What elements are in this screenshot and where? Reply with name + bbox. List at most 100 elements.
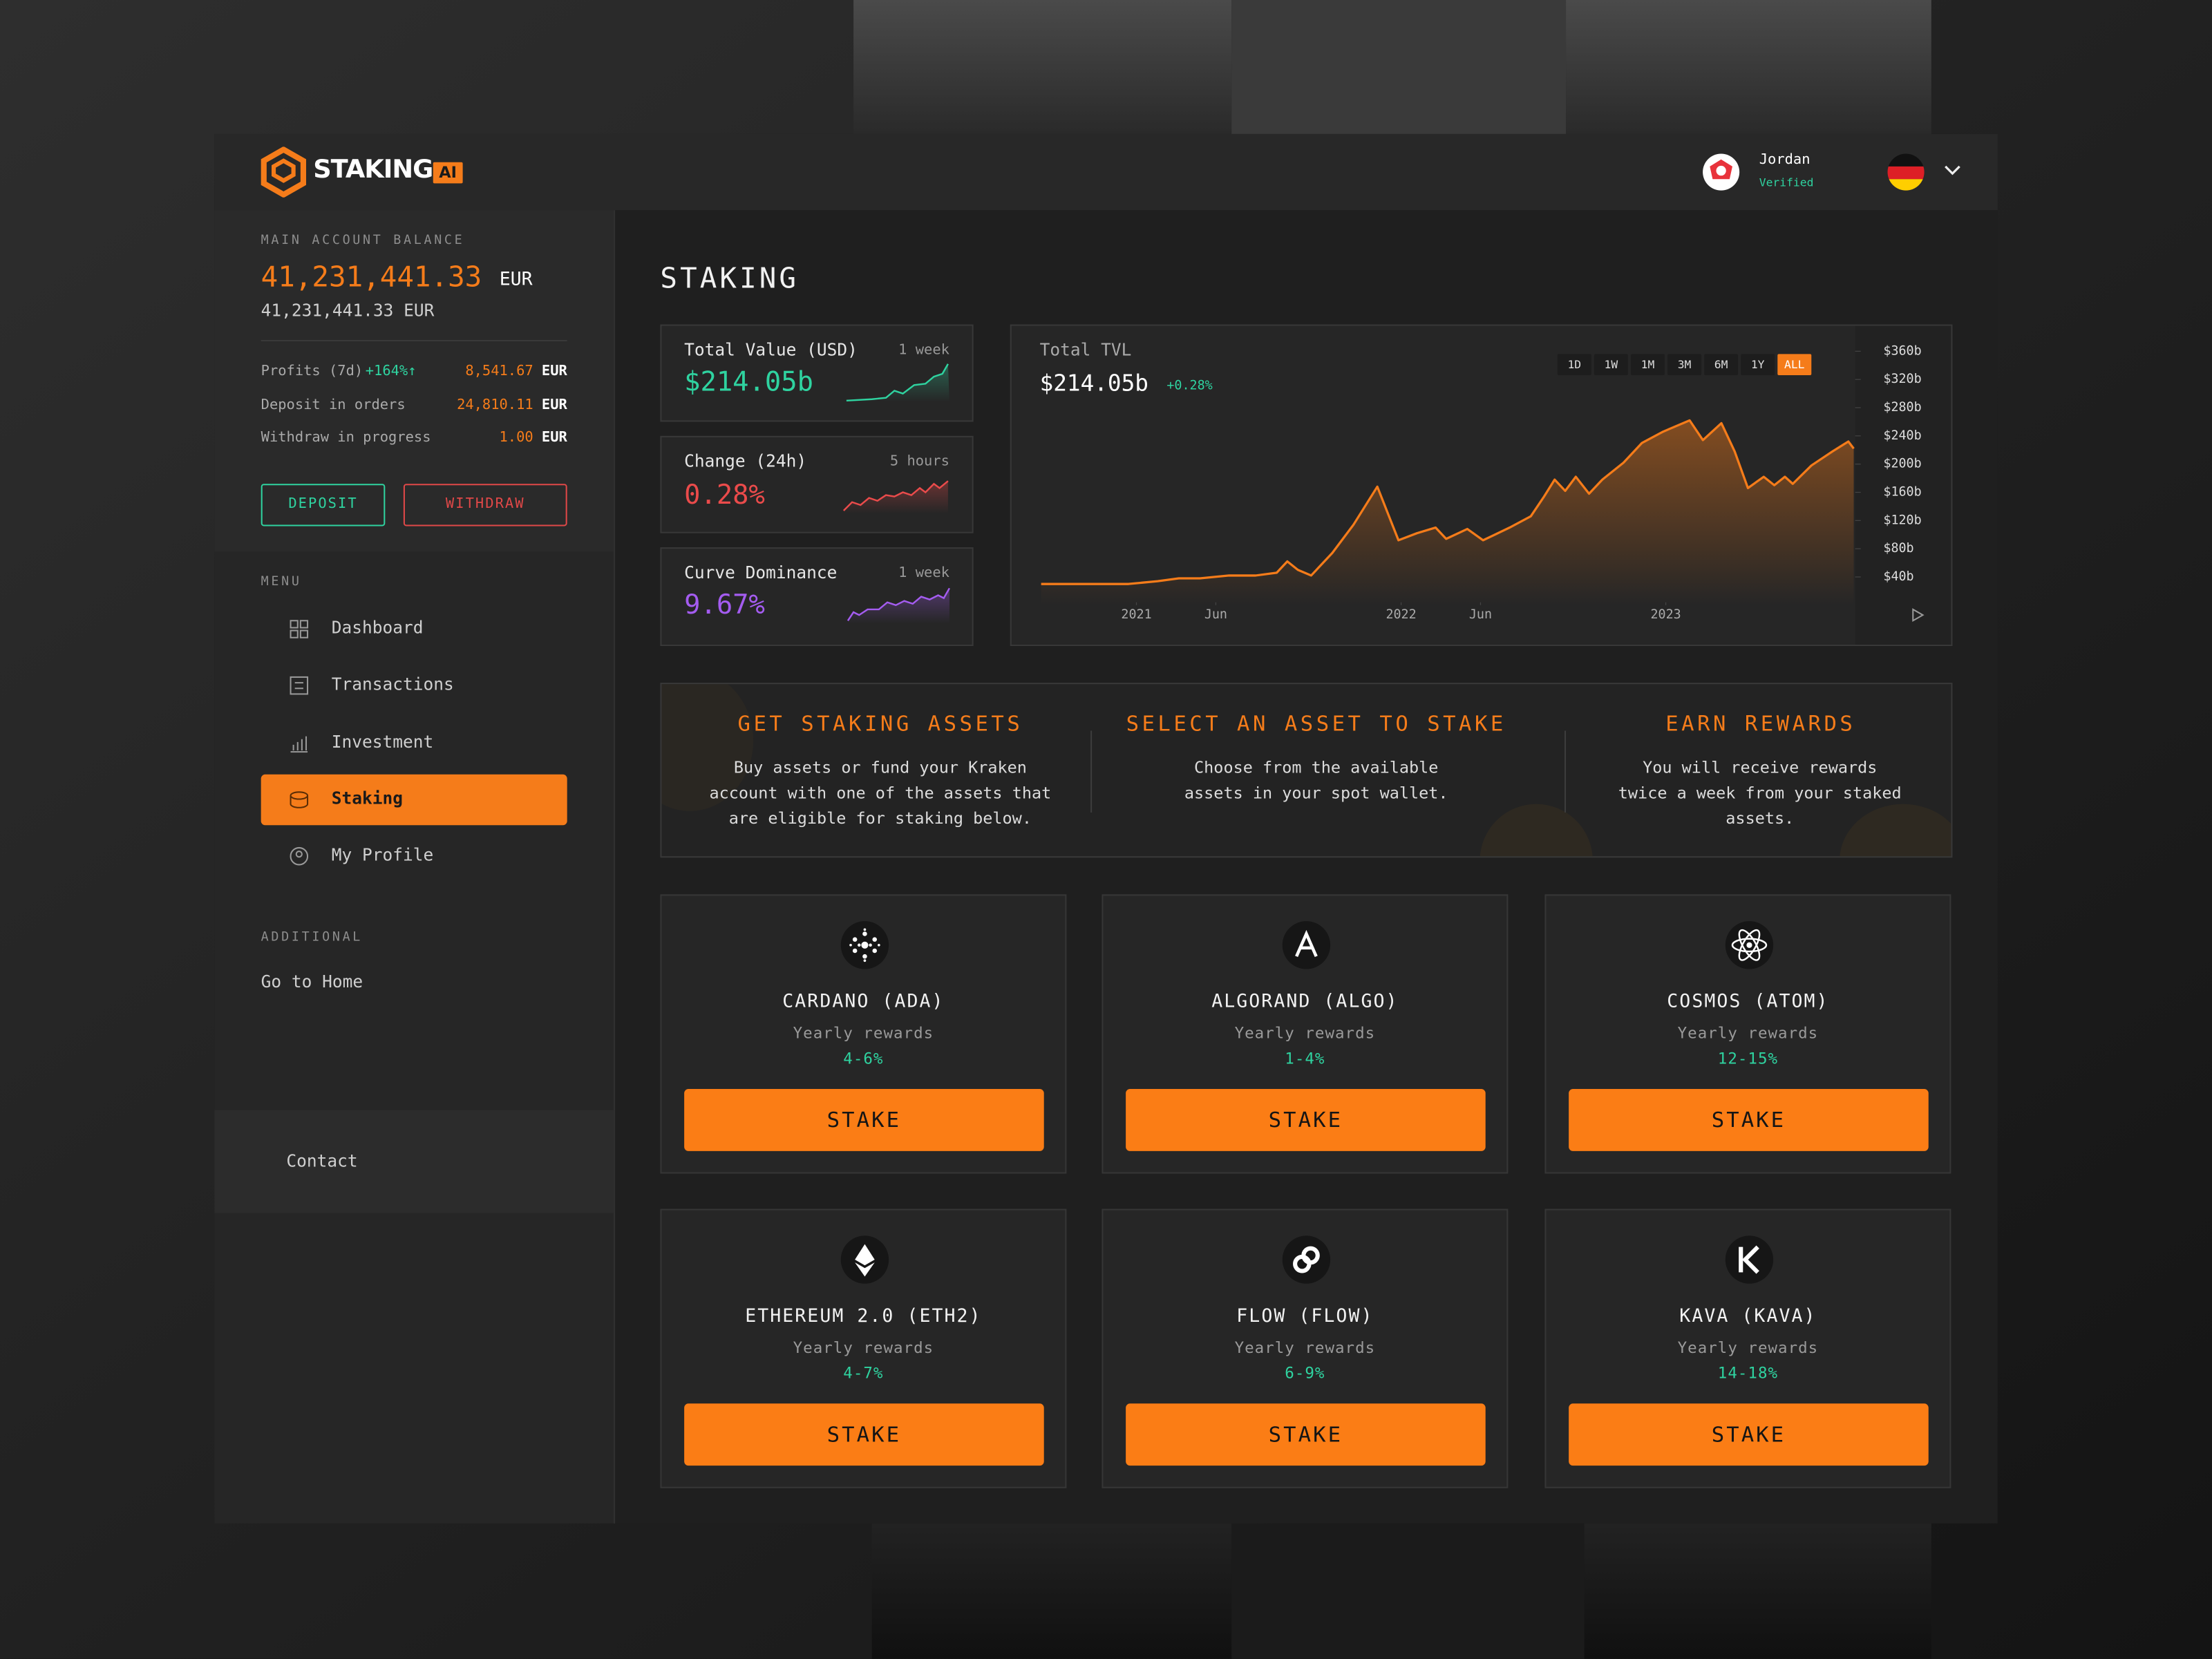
asset-icon bbox=[1282, 921, 1331, 969]
stat-value: 1.00 bbox=[499, 430, 533, 446]
rewards-label: Yearly rewards bbox=[793, 1024, 934, 1043]
step-title: SELECT AN ASSET TO STAKE bbox=[1126, 710, 1506, 737]
menu-text: Staking bbox=[331, 788, 404, 808]
stat-currency: EUR bbox=[541, 430, 567, 446]
language-selector[interactable] bbox=[1886, 152, 1970, 191]
rewards-label: Yearly rewards bbox=[1677, 1024, 1819, 1043]
rewards-value: 1-4% bbox=[1285, 1049, 1325, 1068]
stat-period: 1 week bbox=[898, 343, 949, 359]
icon-shape bbox=[855, 1244, 875, 1266]
icon-shape bbox=[862, 931, 867, 936]
range-button[interactable]: 1M bbox=[1630, 354, 1665, 376]
menu-item[interactable]: Transactions bbox=[261, 660, 567, 710]
stat-label: Deposit in orders bbox=[261, 397, 406, 414]
stat-label: Change (24h) bbox=[684, 451, 807, 471]
stake-button[interactable]: STAKE bbox=[1569, 1089, 1929, 1151]
balance-sub: 41,231,441.33 EUR bbox=[261, 300, 435, 321]
menu-text: Transactions bbox=[331, 674, 454, 694]
asset-icon bbox=[1725, 921, 1774, 969]
play-icon[interactable] bbox=[1911, 608, 1925, 623]
stake-button[interactable]: STAKE bbox=[1126, 1089, 1486, 1151]
user-name: Jordan bbox=[1759, 152, 1811, 168]
stake-button[interactable]: STAKE bbox=[684, 1403, 1044, 1466]
icon-shape bbox=[849, 943, 852, 947]
range-button[interactable]: 3M bbox=[1667, 354, 1702, 376]
menu-item[interactable]: Staking bbox=[261, 774, 567, 826]
asset-card: FLOW (FLOW) Yearly rewards 6-9% STAKE bbox=[1102, 1208, 1509, 1488]
menu-item[interactable]: Dashboard bbox=[261, 604, 567, 654]
menu-icon bbox=[290, 736, 308, 753]
icon-shape bbox=[1301, 1246, 1320, 1265]
range-button[interactable]: 1W bbox=[1594, 354, 1628, 376]
menu-icon bbox=[290, 620, 309, 638]
page-title: STAKING bbox=[660, 260, 800, 295]
asset-card: ETHEREUM 2.0 (ETH2) Yearly rewards 4-7% STA… bbox=[660, 1208, 1067, 1488]
asset-icon bbox=[840, 1235, 889, 1284]
menu-text: My Profile bbox=[331, 844, 434, 865]
step-title: GET STAKING ASSETS bbox=[737, 710, 1023, 737]
coin-decor bbox=[661, 684, 1951, 857]
stake-button[interactable]: STAKE bbox=[684, 1089, 1044, 1151]
withdraw-button[interactable]: WITHDRAW bbox=[403, 484, 567, 527]
logo-badge: AI bbox=[433, 162, 463, 184]
rewards-value: 12-15% bbox=[1717, 1049, 1779, 1068]
home-link[interactable]: Go to Home bbox=[261, 971, 363, 992]
menu-icon bbox=[290, 676, 309, 695]
icon-shape bbox=[863, 928, 867, 931]
stat-value: 9.67% bbox=[684, 589, 765, 621]
icon-shape bbox=[862, 954, 867, 959]
divider bbox=[1565, 730, 1567, 813]
stat-card bbox=[660, 324, 974, 422]
asset-name: ETHEREUM 2.0 (ETH2) bbox=[745, 1306, 982, 1328]
logo-icon bbox=[261, 146, 307, 198]
menu-text: Dashboard bbox=[331, 618, 424, 638]
icon-shape bbox=[878, 943, 880, 947]
rewards-value: 14-18% bbox=[1717, 1364, 1779, 1383]
menu-item[interactable]: My Profile bbox=[261, 831, 567, 881]
y-axis-panel bbox=[1855, 325, 1951, 645]
step-text: You will receive rewards twice a week fr… bbox=[1618, 757, 1902, 828]
stat-label: Withdraw in progress bbox=[261, 430, 431, 446]
step-text: Choose from the available assets in your… bbox=[1184, 757, 1448, 803]
tvl-change: +0.28% bbox=[1166, 379, 1213, 394]
rewards-value: 6-9% bbox=[1285, 1364, 1325, 1383]
sparkline bbox=[846, 363, 949, 402]
range-button[interactable]: ALL bbox=[1777, 354, 1812, 376]
stat-change: +164%↑ bbox=[365, 363, 417, 380]
stake-button[interactable]: STAKE bbox=[1569, 1403, 1929, 1466]
stat-period: 1 week bbox=[898, 565, 949, 582]
range-button[interactable]: 6M bbox=[1704, 354, 1739, 376]
range-button[interactable]: 1D bbox=[1557, 354, 1591, 376]
stat-value: 0.28% bbox=[684, 480, 765, 511]
stat-value: 24,810.11 bbox=[457, 397, 533, 414]
icon-shape bbox=[855, 1262, 875, 1277]
tvl-title: Total TVL bbox=[1039, 340, 1132, 360]
stat-value: 8,541.67 bbox=[465, 363, 533, 380]
deposit-button[interactable]: DEPOSIT bbox=[261, 484, 386, 527]
rewards-value: 4-6% bbox=[843, 1049, 884, 1068]
contact-panel bbox=[214, 1110, 614, 1213]
asset-name: COSMOS (ATOM) bbox=[1667, 992, 1829, 1013]
balance-currency: EUR bbox=[499, 269, 533, 291]
asset-icon bbox=[1725, 1235, 1774, 1284]
rewards-label: Yearly rewards bbox=[1234, 1024, 1376, 1043]
asset-icon bbox=[1282, 1235, 1331, 1284]
contact-link[interactable]: Contact bbox=[286, 1150, 358, 1171]
stat-currency: EUR bbox=[541, 363, 567, 380]
rewards-value: 4-7% bbox=[843, 1364, 884, 1383]
icon-shape bbox=[872, 948, 877, 954]
menu-item[interactable]: Investment bbox=[261, 718, 567, 768]
rewards-label: Yearly rewards bbox=[793, 1338, 934, 1357]
avatar[interactable] bbox=[1701, 152, 1741, 191]
icon-shape bbox=[1295, 929, 1318, 958]
stat-currency: EUR bbox=[541, 397, 567, 414]
range-button[interactable]: 1Y bbox=[1741, 354, 1775, 376]
stake-button[interactable]: STAKE bbox=[1126, 1403, 1486, 1466]
menu-icon bbox=[290, 846, 309, 866]
stat-label: Profits (7d) bbox=[261, 363, 363, 380]
icon-shape bbox=[1731, 929, 1768, 961]
asset-name: ALGORAND (ALGO) bbox=[1211, 992, 1399, 1013]
stat-value: $214.05b bbox=[684, 366, 813, 398]
